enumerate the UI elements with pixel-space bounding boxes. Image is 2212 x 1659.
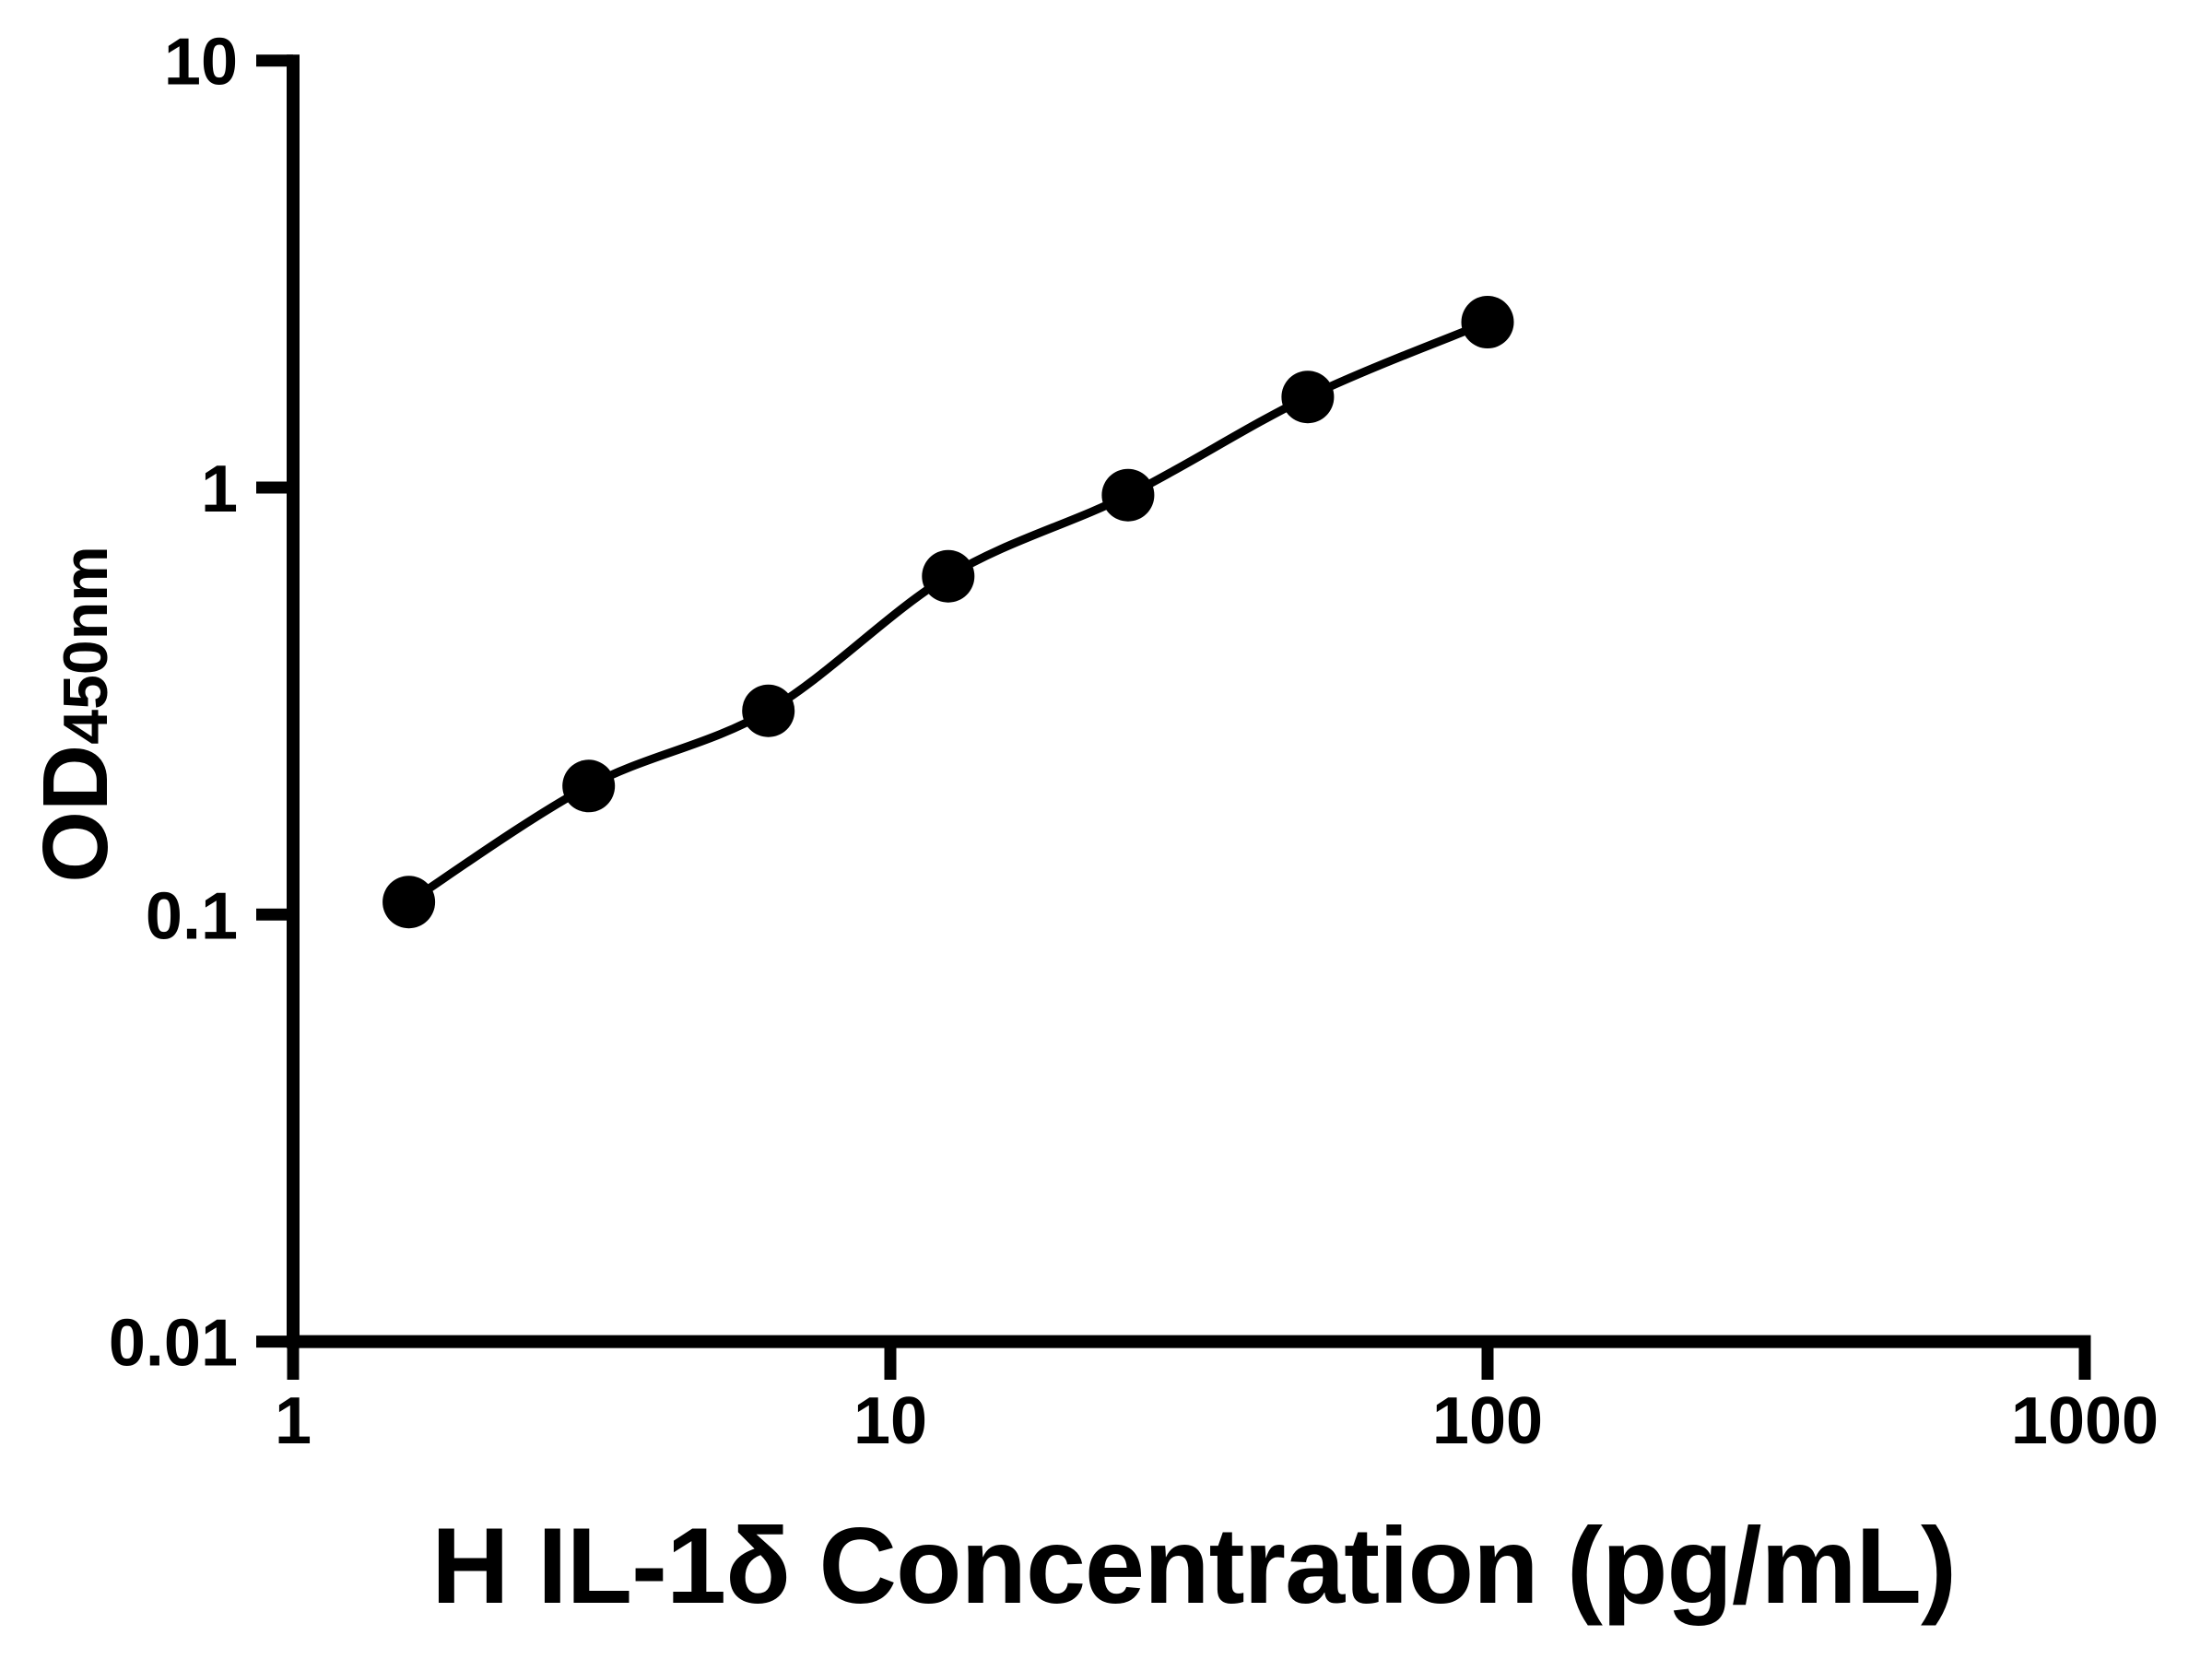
x-tick-label-100: 100 bbox=[1432, 1384, 1543, 1458]
data-point-marker-7 bbox=[1461, 296, 1514, 348]
data-point-marker-2 bbox=[562, 759, 616, 813]
data-point-marker-4 bbox=[922, 549, 975, 603]
data-point-marker-1 bbox=[382, 876, 436, 929]
y-axis-title-subscript: 450nm bbox=[51, 546, 121, 745]
y-axis-title: OD450nm bbox=[24, 546, 127, 882]
y-axis-title-main: OD bbox=[24, 744, 127, 883]
y-tick-label-0.1: 0.1 bbox=[146, 879, 238, 953]
data-point-marker-6 bbox=[1281, 371, 1335, 424]
y-tick-label-10: 10 bbox=[164, 26, 238, 100]
x-tick-label-1000: 1000 bbox=[2011, 1384, 2159, 1458]
x-axis-title: H IL-1δ Concentration (pg/mL) bbox=[431, 1505, 1957, 1626]
y-tick-label-0.01: 0.01 bbox=[109, 1307, 238, 1381]
x-tick-label-10: 10 bbox=[853, 1384, 927, 1458]
data-point-marker-5 bbox=[1101, 468, 1155, 522]
data-point-marker-3 bbox=[742, 684, 795, 737]
x-tick-label-1: 1 bbox=[275, 1384, 312, 1458]
y-tick-label-1: 1 bbox=[201, 453, 238, 526]
